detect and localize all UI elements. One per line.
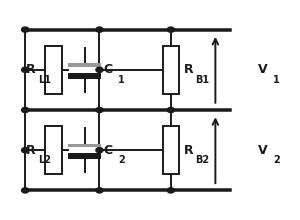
Text: R: R	[184, 63, 194, 76]
Circle shape	[96, 67, 103, 72]
Circle shape	[167, 27, 174, 32]
Bar	[163, 126, 179, 174]
Text: 2: 2	[273, 155, 280, 165]
Text: C: C	[104, 63, 113, 76]
Circle shape	[22, 67, 29, 72]
Text: B1: B1	[195, 75, 209, 84]
Bar	[68, 153, 101, 159]
Circle shape	[22, 107, 29, 113]
Text: V: V	[258, 144, 268, 157]
Text: L1: L1	[38, 75, 51, 84]
Circle shape	[96, 148, 103, 153]
Text: R: R	[26, 144, 36, 157]
Text: 1: 1	[273, 75, 280, 84]
Text: B2: B2	[195, 155, 209, 165]
Text: L2: L2	[38, 155, 51, 165]
Bar	[45, 46, 62, 94]
Text: C: C	[104, 144, 113, 157]
Text: 1: 1	[118, 75, 125, 84]
Circle shape	[96, 27, 103, 32]
Bar	[68, 63, 101, 67]
Text: R: R	[26, 63, 36, 76]
Bar	[68, 144, 101, 147]
Bar	[68, 73, 101, 79]
Circle shape	[22, 148, 29, 153]
Circle shape	[96, 107, 103, 113]
Circle shape	[22, 27, 29, 32]
Text: R: R	[184, 144, 194, 157]
Bar	[163, 46, 179, 94]
Bar	[45, 126, 62, 174]
Text: V: V	[258, 63, 268, 76]
Circle shape	[96, 188, 103, 193]
Circle shape	[22, 188, 29, 193]
Circle shape	[167, 107, 174, 113]
Circle shape	[167, 188, 174, 193]
Text: 2: 2	[118, 155, 125, 165]
